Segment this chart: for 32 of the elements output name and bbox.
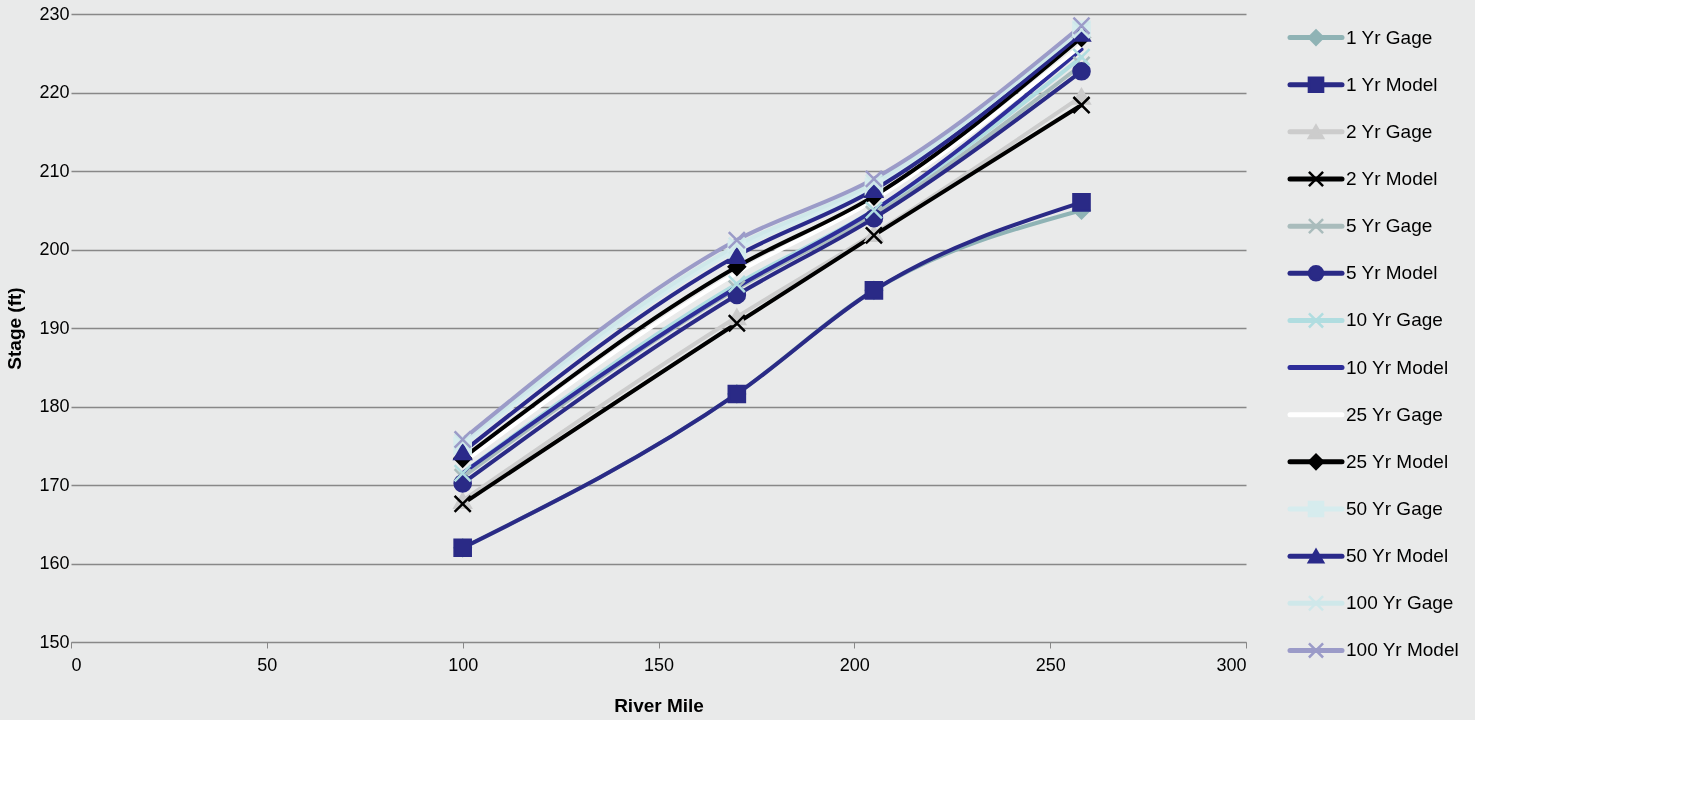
legend-label: 100 Yr Gage <box>1346 592 1454 614</box>
legend-label: 50 Yr Gage <box>1346 498 1443 519</box>
legend-label: 1 Yr Model <box>1346 73 1438 95</box>
x-tick-label: 150 <box>643 654 675 675</box>
y-tick-label: 200 <box>39 239 70 259</box>
legend-label: 25 Yr Gage <box>1346 403 1443 425</box>
legend-label: 5 Yr Gage <box>1346 215 1433 237</box>
y-tick-label: 210 <box>39 160 70 181</box>
legend-label: 5 Yr Model <box>1346 262 1438 284</box>
legend-label: 1 Yr Gage <box>1346 26 1433 48</box>
x-tick-label: 300 <box>1216 654 1247 675</box>
legend-label: 10 Yr Model <box>1346 356 1449 378</box>
x-tick-label: 200 <box>839 654 870 675</box>
legend-label: 100 Yr Model <box>1346 639 1459 661</box>
y-tick-label: 180 <box>39 396 70 416</box>
x-tick-label: 0 <box>71 654 82 675</box>
x-tick-label: 50 <box>257 654 278 675</box>
y-tick-label: 220 <box>39 82 70 102</box>
legend-label: 50 Yr Model <box>1346 545 1449 567</box>
legend-label: 2 Yr Model <box>1346 168 1438 189</box>
legend-label: 2 Yr Gage <box>1346 120 1433 142</box>
y-tick-label: 190 <box>39 317 70 338</box>
x-tick-label: 250 <box>1035 654 1066 675</box>
legend-label: 10 Yr Gage <box>1346 309 1443 331</box>
x-tick-label: 100 <box>448 654 479 675</box>
x-axis-title: River Mile <box>614 694 704 716</box>
legend-label: 25 Yr Model <box>1346 450 1449 472</box>
y-tick-label: 230 <box>39 3 70 24</box>
y-axis-title: Stage (ft) <box>4 287 26 370</box>
y-tick-label: 150 <box>39 631 70 652</box>
y-tick-label: 160 <box>39 553 70 573</box>
y-tick-label: 170 <box>39 474 70 495</box>
